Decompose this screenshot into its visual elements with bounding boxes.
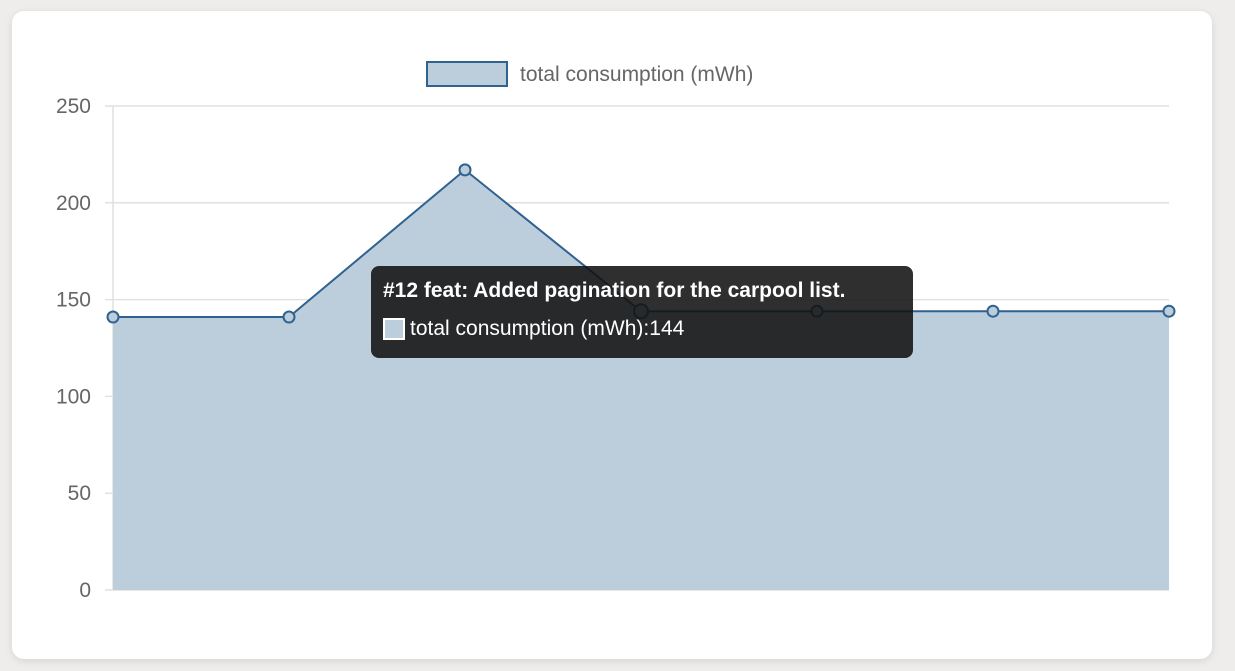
tooltip: #12 feat: Added pagination for the carpo… <box>371 266 913 358</box>
data-point[interactable] <box>1162 304 1176 318</box>
tooltip-separator: : <box>643 317 650 340</box>
data-point[interactable] <box>458 163 472 177</box>
data-point[interactable] <box>282 310 296 324</box>
tooltip-series-label: total consumption (mWh) <box>410 317 644 340</box>
y-tick-label: 100 <box>56 385 91 408</box>
tooltip-swatch <box>383 318 405 340</box>
legend-swatch <box>426 61 508 87</box>
data-point[interactable] <box>106 310 120 324</box>
tooltip-title: #12 feat: Added pagination for the carpo… <box>383 279 846 302</box>
legend-label: total consumption (mWh) <box>520 63 753 86</box>
y-tick-label: 150 <box>56 289 91 312</box>
y-tick-label: 200 <box>56 192 91 215</box>
y-tick-label: 250 <box>56 95 91 118</box>
data-point[interactable] <box>986 304 1000 318</box>
series-area-fill <box>113 169 1169 590</box>
tooltip-value: 144 <box>649 317 685 340</box>
y-axis-ticks: 0 50 100 150 200 250 <box>56 95 91 602</box>
legend[interactable]: total consumption (mWh) <box>426 61 753 87</box>
y-tick-label: 50 <box>68 482 91 505</box>
tooltip-row: total consumption (mWh): 144 <box>383 317 901 341</box>
y-tick-label: 0 <box>79 579 91 602</box>
